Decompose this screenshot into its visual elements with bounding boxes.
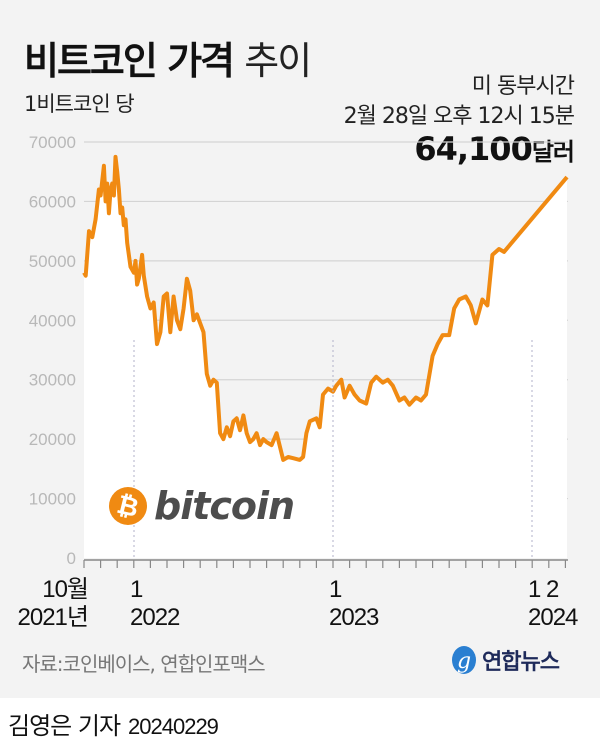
bitcoin-logo: ₿ bitcoin <box>108 484 295 528</box>
x-axis <box>83 559 568 568</box>
latest-price-value: 64,100 <box>414 130 532 168</box>
svg-text:0: 0 <box>67 549 76 568</box>
bitcoin-wordmark: bitcoin <box>154 484 295 528</box>
svg-text:20000: 20000 <box>29 430 76 449</box>
svg-text:40000: 40000 <box>29 311 76 330</box>
x-label-year: 2021년 <box>17 604 89 631</box>
svg-text:30000: 30000 <box>29 371 76 390</box>
x-label-month: 1 <box>329 576 342 603</box>
reporter-name: 김영은 기자 <box>8 712 121 740</box>
agency-logo: g 연합뉴스 <box>450 644 560 676</box>
latest-price-unit: 달러 <box>531 138 575 166</box>
svg-text:60000: 60000 <box>29 192 76 211</box>
x-label-2022: 1 2022 <box>130 576 180 632</box>
page-title: 비트코인 가격 추이 <box>24 30 312 85</box>
x-label-2021년: 10월 2021년 <box>17 576 89 632</box>
agency-name: 연합뉴스 <box>482 650 560 675</box>
title-light: 추이 <box>244 39 312 83</box>
source-credit: 자료:코인베이스, 연합인포맥스 <box>22 652 266 676</box>
y-axis-labels: 0 10000 20000 30000 40000 50000 60000 70000 <box>29 133 76 568</box>
byline: 김영은 기자 20240229 <box>8 706 219 741</box>
x-label-year: 2022 <box>130 604 180 631</box>
publish-date: 20240229 <box>128 714 219 739</box>
latest-price: 64,100달러 <box>414 130 575 168</box>
x-label-year: 2023 <box>329 604 379 631</box>
x-label-month: 1 2 <box>528 576 559 603</box>
svg-text:50000: 50000 <box>29 252 76 271</box>
x-label-month: 1 <box>130 576 143 603</box>
svg-text:g: g <box>457 649 471 674</box>
unit-subtitle: 1비트코인 당 <box>24 92 135 116</box>
x-label-2023: 1 2023 <box>329 576 379 632</box>
title-bold: 비트코인 가격 <box>24 39 235 83</box>
price-area <box>84 156 567 558</box>
svg-text:10000: 10000 <box>29 490 76 509</box>
x-label-2024: 1 2 2024 <box>528 576 578 632</box>
timezone-label: 미 동부시간 <box>471 74 575 99</box>
x-label-month: 10월 <box>42 576 89 603</box>
bitcoin-coin-icon: ₿ <box>109 487 147 525</box>
price-line <box>82 154 569 462</box>
yonhap-logo-icon: g <box>452 646 476 674</box>
x-label-year: 2024 <box>528 604 578 631</box>
svg-text:70000: 70000 <box>29 133 76 152</box>
timestamp-label: 2월 28일 오후 12시 15분 <box>343 104 575 129</box>
price-chart: 0 10000 20000 30000 40000 50000 60000 70000 <box>29 133 569 568</box>
